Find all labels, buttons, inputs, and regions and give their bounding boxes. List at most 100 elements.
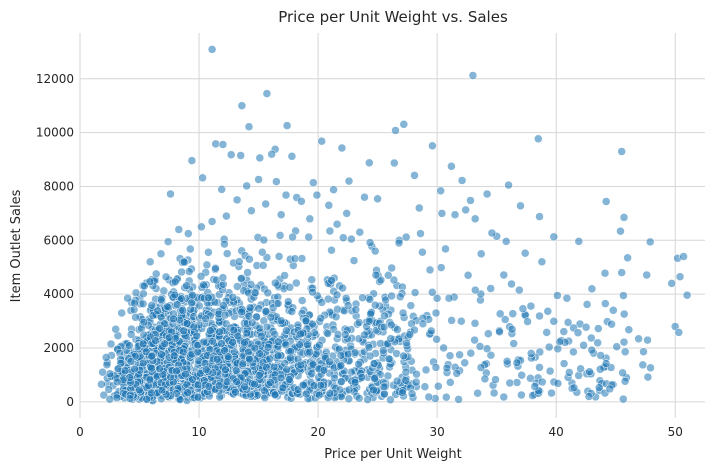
cloud-point <box>139 289 148 298</box>
cloud-point <box>260 386 269 396</box>
data-point <box>424 392 434 402</box>
data-points <box>97 45 692 404</box>
cloud-point <box>399 351 408 361</box>
data-point <box>553 291 562 300</box>
data-point <box>309 178 318 187</box>
cloud-point <box>305 347 314 357</box>
cloud-point <box>145 375 155 384</box>
cloud-point <box>258 261 268 270</box>
cloud-point <box>202 260 212 270</box>
cloud-point <box>245 354 254 364</box>
data-point <box>679 252 688 261</box>
data-point <box>495 309 505 319</box>
cloud-point <box>366 309 375 319</box>
cloud-point <box>297 296 307 305</box>
cloud-point <box>130 364 139 374</box>
cloud-point <box>341 293 351 303</box>
cloud-point <box>480 374 490 384</box>
data-point <box>261 199 270 209</box>
cloud-point <box>439 343 448 353</box>
data-point <box>475 342 485 351</box>
cloud-point <box>188 375 197 384</box>
cloud-point <box>179 257 189 267</box>
cloud-point <box>325 357 334 367</box>
cloud-point <box>624 325 634 334</box>
data-point <box>297 197 306 206</box>
cloud-point <box>237 307 246 317</box>
cloud-point <box>319 365 329 375</box>
data-point <box>516 201 525 211</box>
cloud-point <box>204 293 213 303</box>
cloud-point <box>102 360 112 370</box>
cloud-point <box>126 357 136 366</box>
data-point <box>187 156 197 165</box>
data-point <box>401 232 411 242</box>
data-point <box>461 205 470 215</box>
data-point <box>535 363 544 372</box>
data-point <box>501 237 511 246</box>
cloud-point <box>639 347 648 356</box>
data-point <box>344 176 354 186</box>
cloud-point <box>581 322 591 332</box>
cloud-point <box>350 348 360 357</box>
x-tick-label: 30 <box>430 425 445 439</box>
cloud-point <box>401 376 410 385</box>
data-point <box>105 394 115 404</box>
data-point <box>675 272 685 281</box>
cloud-point <box>428 288 437 297</box>
cloud-point <box>220 239 229 249</box>
cloud-point <box>486 350 496 360</box>
y-tick-labels: 0 2000 4000 6000 8000 10000 12000 <box>36 72 74 409</box>
data-point <box>337 143 347 153</box>
y-tick-label: 12000 <box>36 72 74 86</box>
data-point <box>537 257 547 267</box>
cloud-point <box>147 388 156 398</box>
cloud-point <box>502 357 512 366</box>
cloud-point <box>183 388 192 397</box>
cloud-point <box>442 392 451 402</box>
cloud-point <box>619 309 629 319</box>
cloud-point <box>421 365 431 375</box>
cloud-point <box>274 337 283 347</box>
cloud-point <box>224 352 233 361</box>
cloud-point <box>500 315 510 324</box>
cloud-point <box>544 342 554 352</box>
data-point <box>106 339 116 349</box>
data-point <box>484 329 493 338</box>
data-point <box>415 203 424 213</box>
data-point <box>470 214 480 224</box>
cloud-point <box>358 293 367 302</box>
cloud-point <box>177 294 186 303</box>
cloud-point <box>455 350 464 360</box>
cloud-point <box>250 379 259 389</box>
data-point <box>582 300 592 309</box>
data-point <box>605 384 615 394</box>
cloud-point <box>219 301 228 310</box>
cloud-point <box>638 360 648 370</box>
cloud-point <box>365 238 375 247</box>
cloud-point <box>307 369 316 378</box>
cloud-point <box>204 382 214 391</box>
data-point <box>112 393 122 403</box>
cloud-point <box>309 381 319 390</box>
data-point <box>549 232 559 242</box>
data-point <box>431 308 441 318</box>
data-point <box>520 248 530 258</box>
cloud-point <box>365 351 375 361</box>
cloud-point <box>323 329 333 338</box>
cloud-point <box>233 282 242 291</box>
data-point <box>645 237 655 247</box>
cloud-point <box>380 311 389 321</box>
cloud-point <box>369 385 378 395</box>
data-point <box>499 270 509 280</box>
cloud-point <box>175 395 185 404</box>
data-point <box>505 378 515 388</box>
cloud-point <box>350 378 360 387</box>
cloud-point <box>160 339 170 348</box>
cloud-point <box>263 343 273 352</box>
data-point <box>616 226 625 236</box>
cloud-point <box>569 347 578 357</box>
cloud-point <box>387 263 396 273</box>
cloud-point <box>466 348 476 358</box>
